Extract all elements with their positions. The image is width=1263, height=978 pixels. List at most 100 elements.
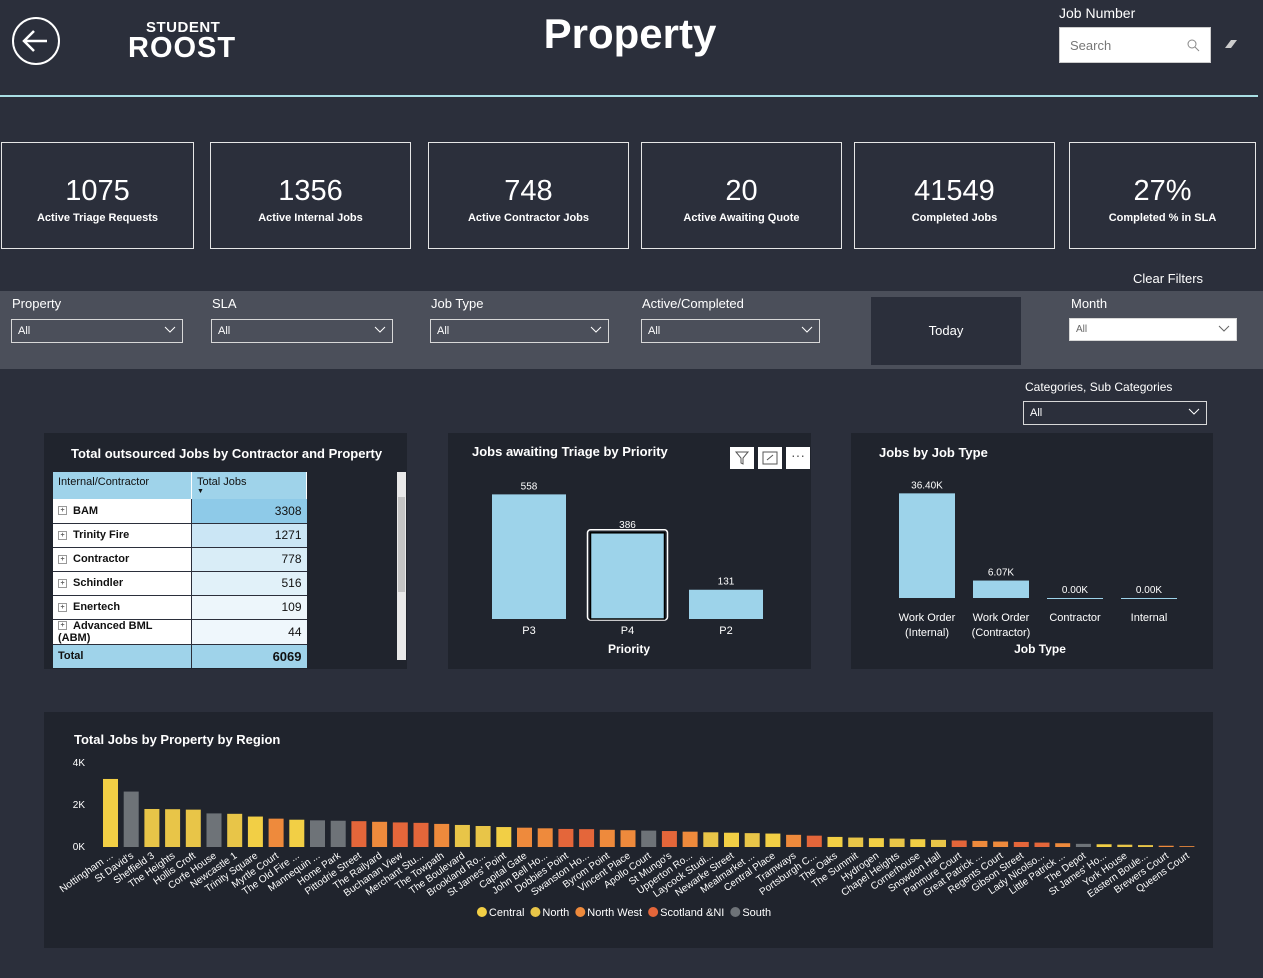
row-name: + Enertech <box>53 595 192 619</box>
bar <box>1055 843 1071 847</box>
filter-dropdown[interactable]: All <box>211 319 393 343</box>
table-row: + Schindler 516 <box>53 571 307 595</box>
legend-marker[interactable] <box>575 907 586 917</box>
legend-label: South <box>742 907 771 919</box>
month-dropdown[interactable]: All <box>1069 318 1237 341</box>
bar <box>1034 842 1050 847</box>
row-value: 516 <box>191 571 307 595</box>
bar <box>786 834 802 847</box>
bar <box>724 832 739 847</box>
category-dropdown[interactable]: All <box>1023 401 1207 425</box>
legend-marker[interactable] <box>730 907 741 917</box>
total-label: Total <box>53 644 192 668</box>
eraser-icon[interactable] <box>1223 38 1239 50</box>
chevron <box>801 326 813 333</box>
kpi-value: 1075 <box>65 175 130 207</box>
data-label: 6.07K <box>988 568 1014 579</box>
today-button[interactable]: Today <box>871 297 1021 365</box>
bar <box>492 494 566 619</box>
search-icon <box>1187 39 1200 52</box>
kpi-label: Active Triage Requests <box>36 212 159 224</box>
row-value: 44 <box>191 619 307 644</box>
total-value: 6069 <box>272 648 302 664</box>
y-tick-label: 2K <box>73 800 86 811</box>
back-arrow <box>22 30 47 52</box>
legend-label: North West <box>587 907 642 919</box>
kpi-card: 41549 Completed Jobs <box>854 142 1055 249</box>
filter-dropdown[interactable]: All <box>11 319 183 343</box>
expand-icon[interactable]: + <box>58 578 67 588</box>
back-button[interactable] <box>12 17 60 65</box>
bar <box>806 835 822 847</box>
bar <box>910 839 926 847</box>
data-label: 36.40K <box>911 480 943 491</box>
legend-label: Central <box>489 907 524 919</box>
data-label: 558 <box>521 481 538 492</box>
filter-label: Job Type <box>431 296 484 311</box>
legend-marker[interactable] <box>530 907 541 917</box>
bar <box>1013 841 1029 847</box>
kpi-label: Completed Jobs <box>911 212 998 224</box>
clear-filters[interactable]: Clear Filters <box>1132 271 1204 286</box>
focus-icon[interactable] <box>758 447 782 469</box>
bar <box>1158 845 1174 847</box>
bar <box>1096 844 1112 847</box>
kpi-card: 1075 Active Triage Requests <box>1 142 194 249</box>
bar <box>620 830 636 847</box>
bar <box>682 831 698 847</box>
filter-dropdown[interactable]: All <box>430 319 609 343</box>
bar <box>434 823 450 847</box>
chevron <box>590 326 602 333</box>
scrollbar[interactable] <box>397 472 406 660</box>
kpi-value: 27% <box>1133 175 1192 207</box>
bar <box>268 818 284 847</box>
filter-icon[interactable] <box>730 447 754 469</box>
table-header: Internal/Contractor Total Jobs ▼ <box>53 472 307 499</box>
bar <box>206 813 222 847</box>
data-label: 386 <box>619 520 636 531</box>
legend-marker[interactable] <box>648 907 659 917</box>
bar <box>1121 598 1177 599</box>
row-value: 1271 <box>191 523 307 547</box>
triage-chart: 558 P3 386 P4 131 P2 Priority <box>492 481 763 656</box>
bar <box>641 830 657 847</box>
legend-marker[interactable] <box>476 907 487 917</box>
table-row: + Trinity Fire 1271 <box>53 523 307 547</box>
expand-icon[interactable]: + <box>58 554 67 564</box>
search-box[interactable]: Search <box>1059 27 1211 63</box>
expand-icon[interactable]: + <box>58 621 67 631</box>
filter-label: SLA <box>212 296 237 311</box>
row-label: Advanced BML (ABM) <box>58 619 153 644</box>
category-value: All <box>1030 407 1043 419</box>
bar <box>579 829 595 847</box>
x-tick-label: Internal <box>1130 612 1168 624</box>
filter-label: Active/Completed <box>642 296 744 311</box>
expand-icon[interactable]: + <box>58 530 67 540</box>
row-label: Contractor <box>73 553 130 565</box>
expand-icon[interactable]: + <box>58 506 67 516</box>
kpi-card: 20 Active Awaiting Quote <box>641 142 842 249</box>
month-label: Month <box>1071 296 1108 311</box>
bar <box>993 841 1009 847</box>
x-tick-label: P4 <box>621 625 634 637</box>
row-name: + Contractor <box>53 547 192 571</box>
scroll-thumb <box>398 497 405 592</box>
more-icon[interactable]: ··· <box>786 447 810 469</box>
bar <box>123 791 139 847</box>
icon <box>734 451 750 465</box>
table-title: Total outsourced Jobs by Contractor and … <box>71 446 383 461</box>
logo-bottom: ROOST <box>128 32 237 64</box>
kpi-value: 41549 <box>914 175 995 207</box>
search-label: Job Number <box>1059 5 1136 21</box>
table-row: + Contractor 778 <box>53 547 307 571</box>
jobtype-title: Jobs by Job Type <box>879 445 988 460</box>
filter-dropdown[interactable]: All <box>641 319 820 343</box>
bar <box>517 827 532 847</box>
bar <box>765 833 781 847</box>
expand-icon[interactable]: + <box>58 602 67 612</box>
header-divider <box>0 95 1258 97</box>
page-title: Property <box>543 10 717 57</box>
bar <box>589 532 666 620</box>
column-header[interactable]: Total Jobs ▼ <box>191 472 307 499</box>
column-header[interactable]: Internal/Contractor <box>53 472 192 499</box>
